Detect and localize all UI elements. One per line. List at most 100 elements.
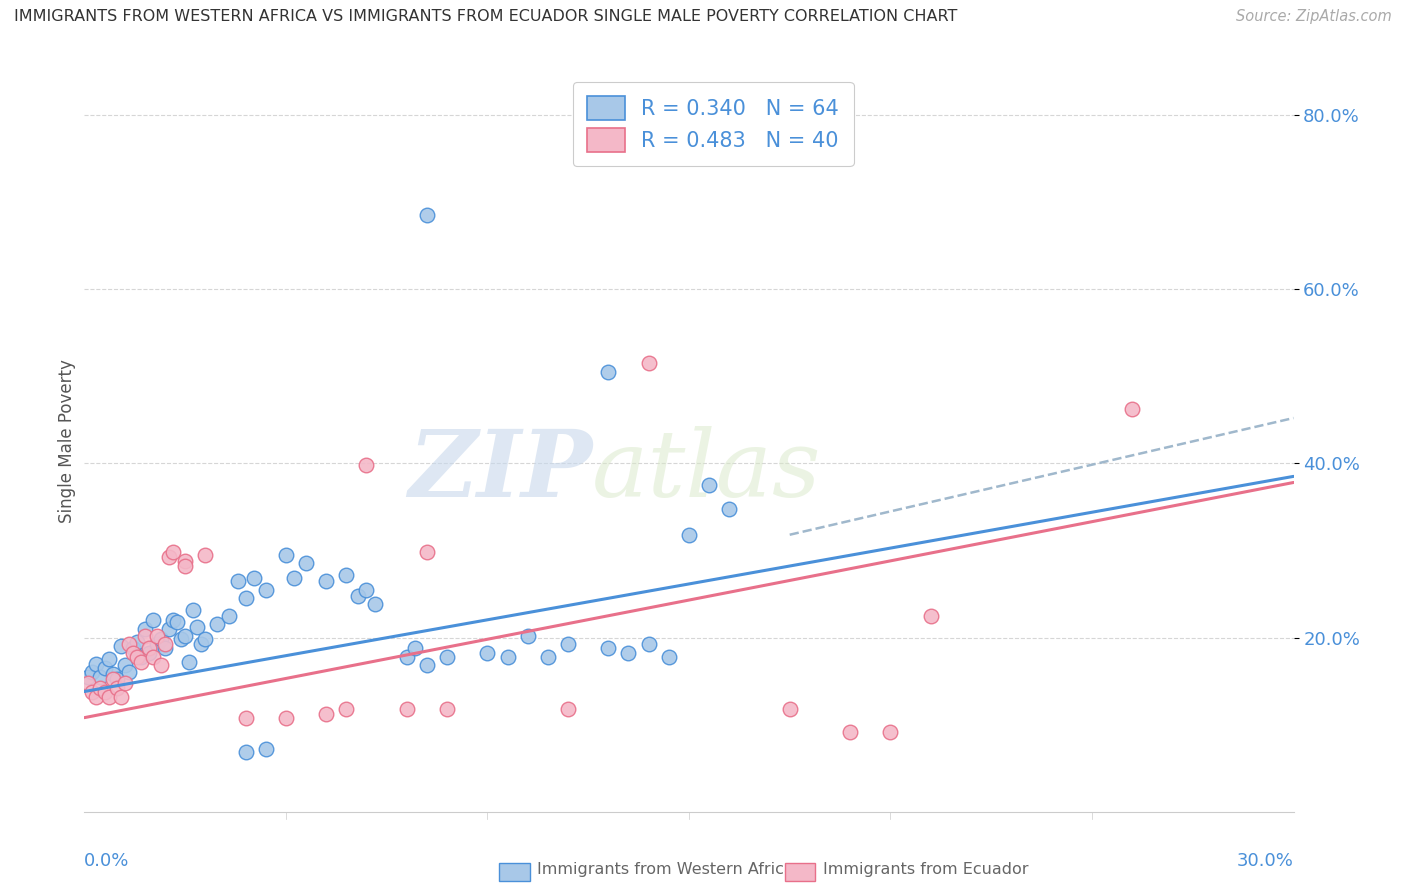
Text: 30.0%: 30.0% <box>1237 853 1294 871</box>
Point <box>436 649 458 664</box>
Point <box>93 661 115 675</box>
Point <box>105 673 128 687</box>
Point <box>235 711 257 725</box>
Point <box>658 649 681 664</box>
Point <box>235 591 257 606</box>
Point <box>598 365 620 379</box>
Point <box>110 639 132 653</box>
Point <box>254 582 277 597</box>
Point <box>82 684 104 698</box>
Point <box>242 571 264 585</box>
Point <box>181 602 204 616</box>
Point <box>295 557 318 571</box>
Point <box>617 646 640 660</box>
Point <box>121 646 143 660</box>
Point <box>416 658 439 673</box>
Text: 0.0%: 0.0% <box>84 853 129 871</box>
Point <box>125 635 148 649</box>
Point <box>97 690 120 704</box>
Point <box>101 667 124 681</box>
Point <box>77 675 100 690</box>
Point <box>166 615 188 629</box>
Point <box>77 670 100 684</box>
Point <box>194 632 217 647</box>
Point <box>162 545 184 559</box>
Point <box>416 208 439 222</box>
Text: ZIP: ZIP <box>408 426 592 516</box>
Point <box>153 640 176 655</box>
Point <box>129 655 152 669</box>
Point <box>1121 402 1143 417</box>
Point <box>254 742 277 756</box>
Point <box>335 567 357 582</box>
Point <box>496 649 519 664</box>
Point <box>395 702 418 716</box>
Point <box>235 746 257 760</box>
Point <box>142 649 165 664</box>
Point <box>162 613 184 627</box>
Point <box>194 548 217 562</box>
Point <box>363 598 385 612</box>
Point <box>179 655 201 669</box>
Point <box>335 702 357 716</box>
Point <box>146 638 169 652</box>
Point <box>129 649 152 664</box>
Point <box>557 638 579 652</box>
Point <box>105 681 128 695</box>
Text: atlas: atlas <box>592 426 821 516</box>
Point <box>557 702 579 716</box>
Point <box>146 629 169 643</box>
Point <box>598 640 620 655</box>
Point <box>138 646 160 660</box>
Point <box>157 550 180 565</box>
Point <box>170 632 193 647</box>
Point <box>637 356 659 370</box>
Point <box>174 554 197 568</box>
Point <box>121 640 143 655</box>
Point <box>315 574 337 588</box>
Point <box>186 620 208 634</box>
Point <box>89 670 111 684</box>
Point <box>697 478 720 492</box>
Point <box>226 574 249 588</box>
Point <box>82 665 104 680</box>
Point <box>134 629 156 643</box>
Legend: R = 0.340   N = 64, R = 0.483   N = 40: R = 0.340 N = 64, R = 0.483 N = 40 <box>572 82 853 167</box>
Point <box>839 724 862 739</box>
Point <box>93 684 115 698</box>
Point <box>110 690 132 704</box>
Point <box>89 681 111 695</box>
Text: Immigrants from Ecuador: Immigrants from Ecuador <box>823 863 1028 877</box>
Point <box>347 589 370 603</box>
Point <box>356 582 378 597</box>
Y-axis label: Single Male Poverty: Single Male Poverty <box>58 359 76 524</box>
Point <box>395 649 418 664</box>
Point <box>125 649 148 664</box>
Point <box>118 638 141 652</box>
Point <box>516 629 538 643</box>
Point <box>86 657 108 671</box>
Point <box>207 617 229 632</box>
Point <box>404 640 426 655</box>
Point <box>174 629 197 643</box>
Point <box>356 458 378 472</box>
Point <box>114 675 136 690</box>
Point <box>86 690 108 704</box>
Text: IMMIGRANTS FROM WESTERN AFRICA VS IMMIGRANTS FROM ECUADOR SINGLE MALE POVERTY CO: IMMIGRANTS FROM WESTERN AFRICA VS IMMIGR… <box>14 9 957 24</box>
Point <box>879 724 901 739</box>
Point <box>97 652 120 666</box>
Point <box>118 665 141 680</box>
Point <box>920 608 942 623</box>
Point <box>157 622 180 636</box>
Point <box>114 658 136 673</box>
Point <box>138 640 160 655</box>
Point <box>142 613 165 627</box>
Point <box>149 658 172 673</box>
Text: Immigrants from Western Africa: Immigrants from Western Africa <box>537 863 794 877</box>
Point <box>190 638 212 652</box>
Point <box>637 638 659 652</box>
Point <box>436 702 458 716</box>
Text: Source: ZipAtlas.com: Source: ZipAtlas.com <box>1236 9 1392 24</box>
Point <box>315 707 337 722</box>
Point <box>718 501 741 516</box>
